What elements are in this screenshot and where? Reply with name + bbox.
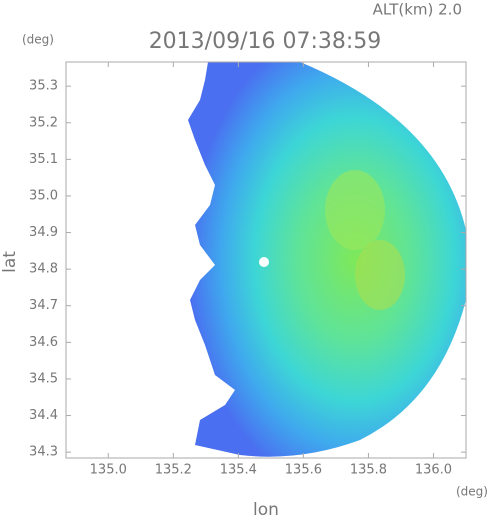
- y-tick-label: 34.4: [29, 408, 58, 423]
- x-tick-label: 136.0: [415, 463, 452, 478]
- y-tick-label: 34.9: [29, 225, 58, 240]
- y-tick-label: 34.8: [29, 262, 58, 277]
- echo-core: [355, 240, 405, 310]
- y-tick-label: 34.7: [29, 298, 58, 313]
- y-tick-label: 35.3: [29, 79, 58, 94]
- y-tick-label: 35.0: [29, 188, 58, 203]
- x-tick-label: 135.6: [285, 463, 322, 478]
- echo-core: [325, 170, 385, 250]
- y-tick-label: 34.6: [29, 335, 58, 350]
- chart-title: 2013/09/16 07:38:59: [149, 29, 382, 54]
- plot-frame: [65, 61, 467, 459]
- x-tick-label: 135.8: [350, 463, 387, 478]
- y-tick-label: 34.5: [29, 371, 58, 386]
- x-tick-label: 135.2: [155, 463, 192, 478]
- altitude-label: ALT(km) 2.0: [373, 1, 462, 19]
- x-tick-label: 135.0: [90, 463, 127, 478]
- y-tick-label: 35.1: [29, 152, 58, 167]
- y-axis-label: lat: [0, 251, 20, 273]
- y-tick-label: 34.3: [29, 445, 58, 460]
- x-axis-label: lon: [253, 500, 279, 520]
- y-tick-label: 35.2: [29, 115, 58, 130]
- y-unit: (deg): [22, 33, 54, 47]
- x-unit: (deg): [456, 485, 488, 499]
- x-tick-label: 135.4: [220, 463, 257, 478]
- reflectivity-area: [188, 62, 466, 457]
- radar-site: [259, 257, 269, 267]
- radar-field: [188, 62, 466, 457]
